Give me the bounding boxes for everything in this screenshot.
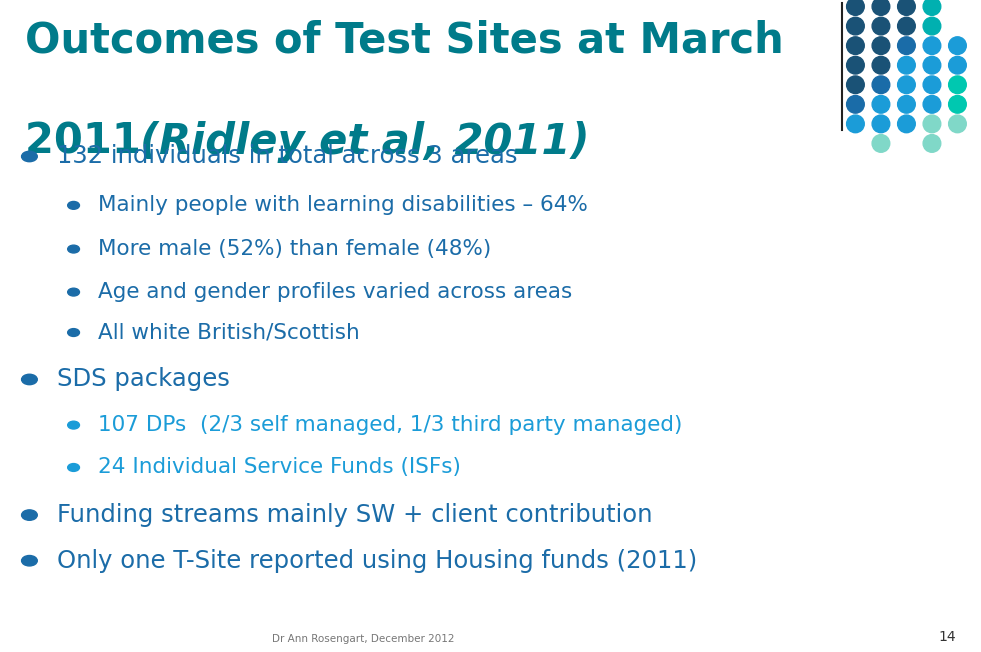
Text: 24 Individual Service Funds (ISFs): 24 Individual Service Funds (ISFs) [98,458,461,477]
Ellipse shape [923,95,941,113]
Ellipse shape [847,0,864,16]
Ellipse shape [872,0,890,16]
Circle shape [68,201,79,209]
Ellipse shape [898,37,915,55]
Circle shape [68,329,79,336]
Ellipse shape [949,56,966,74]
Ellipse shape [898,95,915,113]
Circle shape [68,288,79,296]
Text: Age and gender profiles varied across areas: Age and gender profiles varied across ar… [98,282,572,302]
Ellipse shape [847,37,864,55]
Ellipse shape [949,76,966,94]
Ellipse shape [923,17,941,35]
Text: 2011: 2011 [25,121,155,162]
Circle shape [22,510,37,520]
Ellipse shape [872,95,890,113]
Ellipse shape [923,134,941,153]
Ellipse shape [898,0,915,16]
Circle shape [68,421,79,429]
Ellipse shape [872,56,890,74]
Ellipse shape [923,115,941,133]
Ellipse shape [923,0,941,16]
Circle shape [22,556,37,566]
Ellipse shape [949,95,966,113]
Ellipse shape [847,76,864,94]
Circle shape [22,151,37,162]
Ellipse shape [898,17,915,35]
Ellipse shape [872,37,890,55]
Text: All white British/Scottish: All white British/Scottish [98,323,360,342]
Text: 14: 14 [939,630,956,644]
Ellipse shape [898,115,915,133]
Ellipse shape [872,17,890,35]
Ellipse shape [872,76,890,94]
Ellipse shape [949,115,966,133]
Ellipse shape [923,76,941,94]
Ellipse shape [872,115,890,133]
Text: More male (52%) than female (48%): More male (52%) than female (48%) [98,239,491,259]
Ellipse shape [847,95,864,113]
Text: Mainly people with learning disabilities – 64%: Mainly people with learning disabilities… [98,196,588,215]
Text: SDS packages: SDS packages [57,368,230,391]
Ellipse shape [898,56,915,74]
Text: 107 DPs  (2/3 self managed, 1/3 third party managed): 107 DPs (2/3 self managed, 1/3 third par… [98,415,683,435]
Ellipse shape [923,37,941,55]
Text: Dr Ann Rosengart, December 2012: Dr Ann Rosengart, December 2012 [272,634,454,644]
Ellipse shape [847,17,864,35]
Text: Funding streams mainly SW + client contribution: Funding streams mainly SW + client contr… [57,503,652,527]
Ellipse shape [923,56,941,74]
Text: 132 individuals in total across 3 areas: 132 individuals in total across 3 areas [57,145,517,168]
Circle shape [68,464,79,471]
Ellipse shape [872,134,890,153]
Text: Only one T-Site reported using Housing funds (2011): Only one T-Site reported using Housing f… [57,549,697,572]
Ellipse shape [847,56,864,74]
Ellipse shape [949,37,966,55]
Text: (Ridley et al, 2011): (Ridley et al, 2011) [140,121,590,162]
Circle shape [22,374,37,385]
Ellipse shape [847,115,864,133]
Circle shape [68,245,79,253]
Ellipse shape [898,76,915,94]
Text: Outcomes of Test Sites at March: Outcomes of Test Sites at March [25,20,783,61]
